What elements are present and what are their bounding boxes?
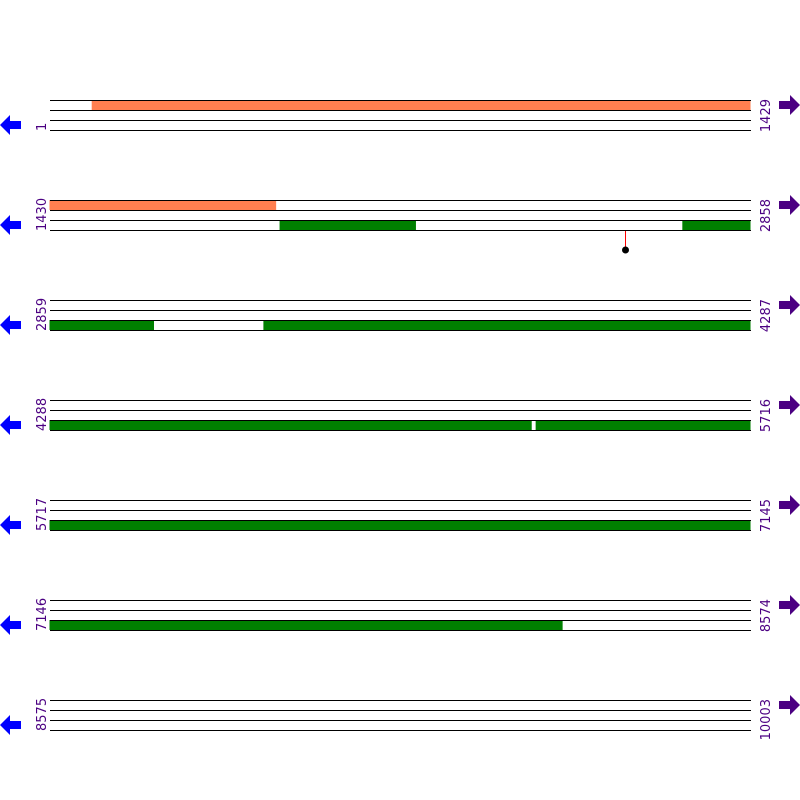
right-arrow-icon bbox=[779, 295, 800, 315]
sequence-row: 1430 2858 bbox=[0, 195, 800, 254]
right-arrow-icon bbox=[779, 495, 800, 515]
row-start-label: 7146 bbox=[35, 598, 50, 631]
right-arrow-icon bbox=[779, 95, 800, 115]
sequence-row: 2859 4287 bbox=[0, 295, 800, 335]
row-start-label: 2859 bbox=[35, 298, 50, 331]
row-start-label: 1430 bbox=[35, 198, 50, 231]
right-arrow-icon bbox=[779, 595, 800, 615]
row-end-label: 8574 bbox=[759, 599, 774, 632]
feature-green bbox=[49, 420, 532, 430]
row-end-label: 10003 bbox=[759, 699, 774, 740]
feature-green bbox=[682, 220, 751, 230]
row-end-label: 5716 bbox=[759, 399, 774, 432]
left-arrow-icon bbox=[0, 315, 21, 335]
feature-green bbox=[49, 520, 751, 530]
feature-green bbox=[49, 620, 563, 630]
feature-green bbox=[279, 220, 416, 230]
row-start-label: 1 bbox=[35, 123, 50, 131]
row-end-label: 2858 bbox=[759, 199, 774, 232]
sequence-row: 1 1429 bbox=[0, 95, 800, 135]
row-start-label: 5717 bbox=[35, 498, 50, 531]
sequence-row: 7146 8574 bbox=[0, 595, 800, 635]
right-arrow-icon bbox=[779, 195, 800, 215]
left-arrow-icon bbox=[0, 515, 21, 535]
sequence-row: 4288 5716 bbox=[0, 395, 800, 435]
feature-orange bbox=[91, 100, 751, 110]
left-arrow-icon bbox=[0, 615, 21, 635]
row-end-label: 7145 bbox=[759, 499, 774, 532]
right-arrow-icon bbox=[779, 695, 800, 715]
feature-orange bbox=[49, 200, 277, 210]
row-end-label: 4287 bbox=[759, 299, 774, 332]
sequence-row: 8575 10003 bbox=[0, 695, 800, 740]
row-start-label: 4288 bbox=[35, 398, 50, 431]
left-arrow-icon bbox=[0, 715, 21, 735]
feature-green bbox=[49, 320, 154, 330]
right-arrow-icon bbox=[779, 395, 800, 415]
left-arrow-icon bbox=[0, 215, 21, 235]
feature-green bbox=[263, 320, 751, 330]
row-end-label: 1429 bbox=[759, 99, 774, 132]
marker-dot bbox=[622, 246, 629, 254]
feature-green bbox=[535, 420, 751, 430]
left-arrow-icon bbox=[0, 115, 21, 135]
left-arrow-icon bbox=[0, 415, 21, 435]
sequence-row: 5717 7145 bbox=[0, 495, 800, 535]
row-start-label: 8575 bbox=[35, 698, 50, 731]
